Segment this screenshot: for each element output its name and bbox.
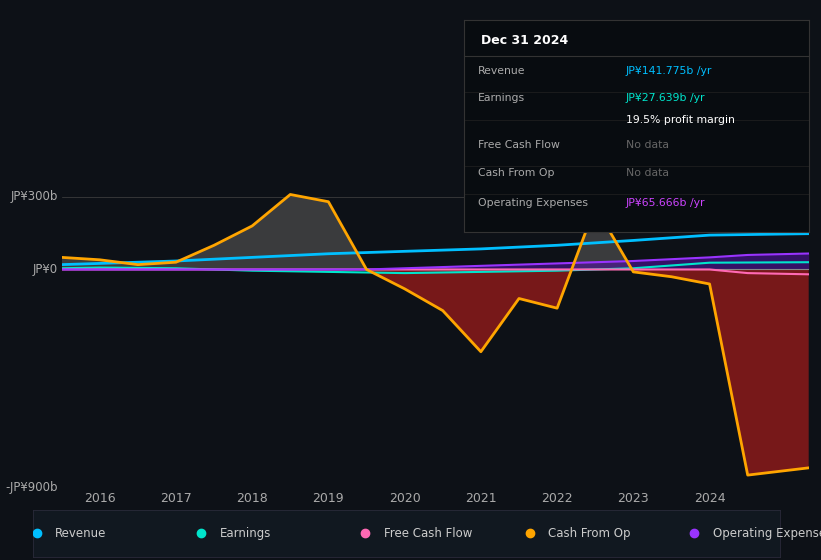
Text: Dec 31 2024: Dec 31 2024: [481, 35, 568, 48]
Text: Earnings: Earnings: [220, 527, 271, 540]
Text: JP¥27.639b /yr: JP¥27.639b /yr: [626, 94, 705, 104]
Text: JP¥141.775b /yr: JP¥141.775b /yr: [626, 66, 713, 76]
Text: Operating Expenses: Operating Expenses: [478, 198, 588, 208]
Text: JP¥300b: JP¥300b: [11, 190, 57, 203]
Text: Cash From Op: Cash From Op: [478, 168, 554, 178]
Text: No data: No data: [626, 140, 669, 150]
Text: Free Cash Flow: Free Cash Flow: [384, 527, 472, 540]
Text: No data: No data: [626, 168, 669, 178]
Text: Revenue: Revenue: [478, 66, 525, 76]
Text: JP¥65.666b /yr: JP¥65.666b /yr: [626, 198, 705, 208]
Text: Cash From Op: Cash From Op: [548, 527, 631, 540]
Text: -JP¥900b: -JP¥900b: [6, 480, 57, 494]
Text: Operating Expenses: Operating Expenses: [713, 527, 821, 540]
Text: Free Cash Flow: Free Cash Flow: [478, 140, 560, 150]
Text: Revenue: Revenue: [55, 527, 107, 540]
Text: JP¥0: JP¥0: [33, 263, 57, 276]
Text: 19.5% profit margin: 19.5% profit margin: [626, 115, 735, 125]
Text: Earnings: Earnings: [478, 94, 525, 104]
